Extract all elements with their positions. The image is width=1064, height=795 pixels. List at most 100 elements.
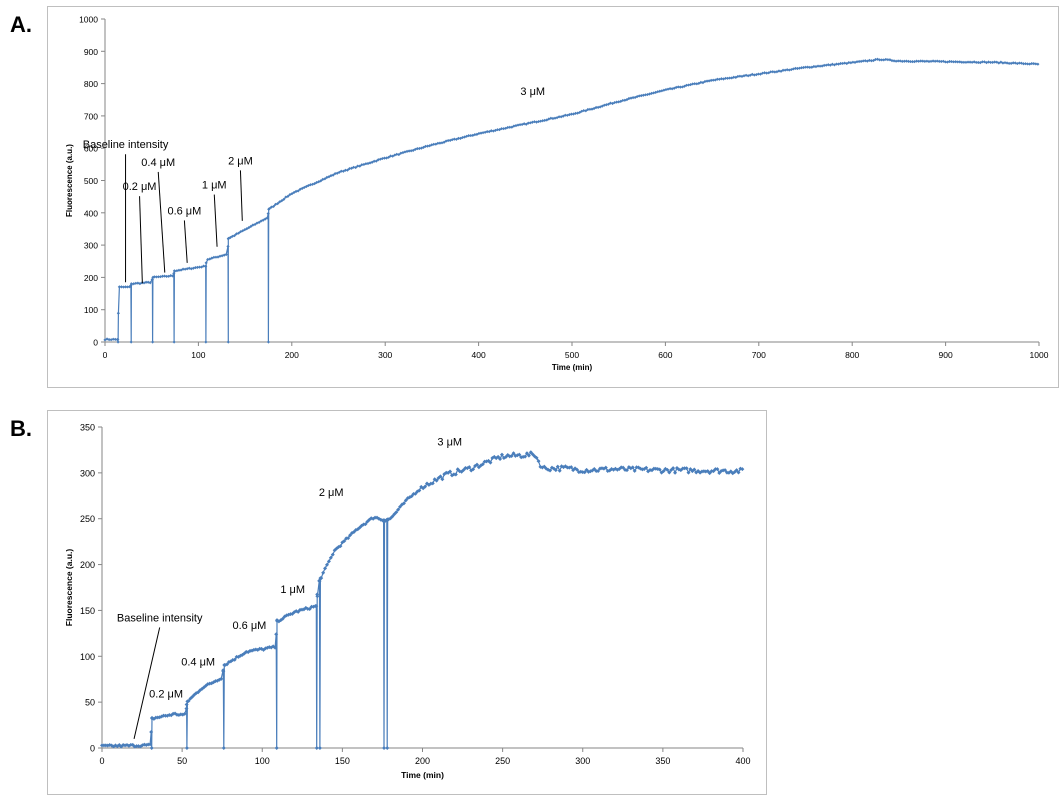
data-point [635, 94, 639, 99]
data-point [516, 123, 520, 127]
data-point [740, 467, 745, 472]
data-point [557, 468, 562, 473]
data-point [403, 498, 408, 503]
data-point [647, 92, 652, 96]
data-point [689, 82, 693, 87]
data-point [496, 454, 501, 459]
data-point [894, 59, 898, 63]
data-point [799, 66, 804, 70]
y-tick-label: 300 [84, 241, 98, 251]
data-point [865, 59, 869, 63]
data-point [465, 134, 469, 138]
data-point [730, 76, 734, 80]
data-point [541, 119, 545, 123]
data-point [804, 65, 808, 69]
data-point [364, 162, 368, 166]
data-point [966, 60, 970, 64]
data-point [539, 119, 543, 123]
data-point [349, 166, 354, 170]
data-point [855, 60, 859, 64]
data-point [206, 257, 210, 262]
data-point [405, 149, 409, 154]
data-point [832, 63, 837, 67]
data-point [812, 64, 816, 69]
data-point [232, 657, 237, 662]
x-tick-label: 1000 [1030, 350, 1049, 360]
data-point [530, 120, 534, 124]
data-point [740, 74, 744, 78]
data-point [637, 94, 641, 98]
data-point [526, 453, 531, 458]
data-point [859, 59, 863, 63]
data-point [958, 60, 962, 64]
data-point [462, 135, 467, 139]
data-point [380, 156, 384, 161]
y-axis-label: Fluorescence (a.u.) [65, 144, 74, 217]
data-point [224, 662, 229, 667]
data-point [317, 746, 322, 750]
x-tick-label: 350 [655, 756, 670, 766]
data-point [937, 59, 941, 63]
data-point [498, 457, 503, 462]
data-point [949, 59, 954, 64]
annotation-label: 0.6 μM [233, 620, 267, 632]
data-point [111, 337, 115, 341]
data-point [508, 125, 512, 129]
y-tick-label: 200 [80, 560, 95, 570]
data-point [105, 337, 109, 341]
data-point [787, 68, 791, 72]
data-point [257, 220, 261, 224]
data-point [952, 60, 956, 64]
y-tick-label: 50 [85, 698, 95, 708]
data-point [208, 257, 212, 261]
data-point [179, 268, 183, 272]
data-point [409, 494, 414, 499]
data-point [409, 149, 413, 153]
data-point [752, 73, 756, 77]
annotation-pointer [213, 194, 218, 247]
data-point [204, 264, 208, 269]
data-point [853, 60, 857, 64]
data-point [929, 59, 933, 63]
data-point [644, 465, 649, 470]
x-tick-label: 400 [472, 350, 486, 360]
data-point [1011, 61, 1015, 65]
data-point [974, 60, 978, 65]
data-point [144, 280, 148, 284]
data-point [411, 148, 415, 152]
data-point [621, 465, 626, 470]
y-tick-label: 0 [90, 744, 95, 754]
data-point [701, 81, 705, 85]
data-point [226, 244, 230, 248]
data-point [882, 58, 886, 62]
data-point [307, 606, 312, 611]
data-point [769, 70, 773, 74]
data-point [343, 168, 348, 172]
data-point [921, 59, 925, 63]
data-point [664, 87, 668, 92]
data-point [818, 64, 822, 68]
x-tick-label: 200 [285, 350, 299, 360]
data-point [927, 59, 931, 64]
data-point [610, 101, 615, 106]
data-point [310, 182, 315, 186]
data-point [939, 59, 943, 64]
data-point [555, 464, 560, 469]
data-point [362, 162, 366, 167]
annotation-label: 2 μM [228, 155, 253, 167]
data-point [432, 142, 436, 146]
data-point [624, 468, 629, 473]
data-point [417, 146, 421, 151]
data-point [421, 145, 426, 149]
data-point [394, 510, 399, 515]
data-point [715, 77, 719, 81]
y-tick-label: 100 [80, 652, 95, 662]
data-point [954, 60, 958, 64]
data-point [326, 559, 331, 564]
data-point [348, 533, 353, 538]
data-point [824, 63, 828, 67]
data-point [886, 58, 890, 62]
data-point [339, 169, 343, 173]
data-point [534, 455, 539, 460]
data-point [904, 59, 908, 63]
